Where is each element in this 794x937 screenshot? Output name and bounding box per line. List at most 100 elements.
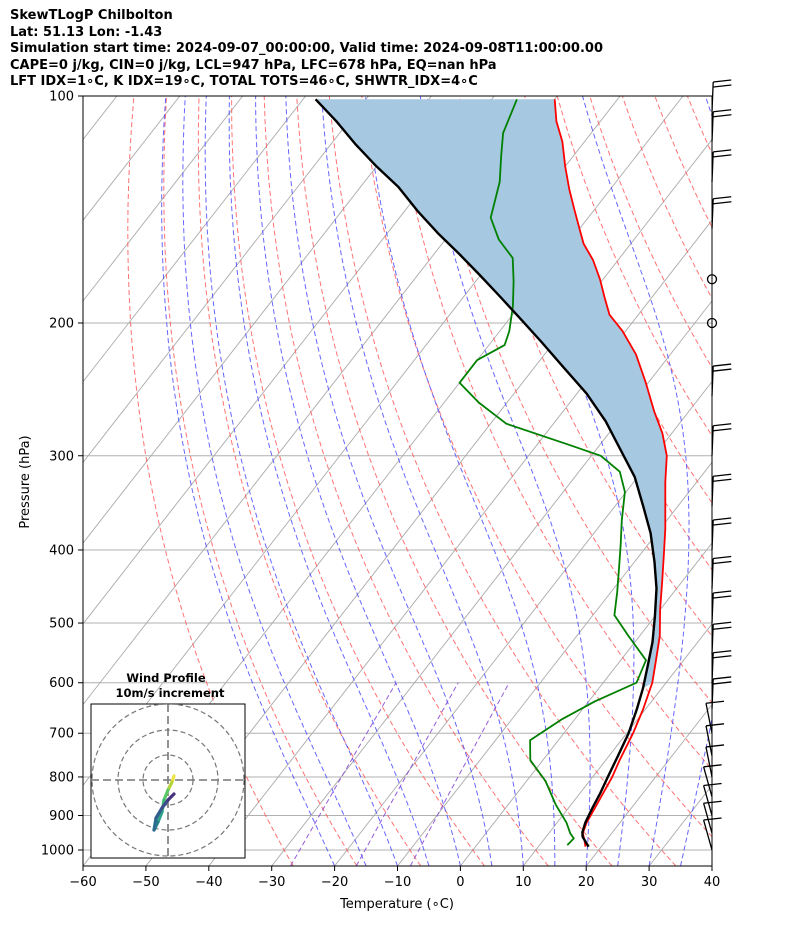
barb-staff — [711, 593, 714, 624]
dry-adiabat-line — [263, 96, 549, 866]
barb-staff — [705, 703, 713, 734]
barb-flag — [703, 782, 722, 787]
barb-flag — [713, 478, 732, 482]
barb-flag — [713, 196, 732, 200]
x-tick-label: 0 — [456, 875, 464, 890]
x-tick-label: −60 — [69, 875, 96, 890]
dry-adiabat-line — [127, 96, 294, 866]
index-line: LFT IDX=1∘C, K IDX=19∘C, TOTAL TOTS=46∘C… — [10, 74, 478, 89]
wind-barb — [702, 817, 722, 851]
wind-barb — [702, 764, 722, 797]
barb-staff — [711, 198, 714, 229]
barb-flag — [713, 560, 732, 565]
y-tick-label: 600 — [49, 676, 74, 691]
barb-flag — [713, 626, 732, 630]
barb-staff — [702, 766, 713, 797]
barb-flag — [713, 423, 732, 427]
barb-flag — [713, 114, 732, 118]
barb-flag — [703, 764, 722, 768]
mixing-ratio-line — [355, 682, 459, 866]
parcel-line — [314, 98, 658, 848]
calm-wind-circle — [706, 317, 718, 329]
x-tick-label: −50 — [132, 875, 159, 890]
dry-adiabat-line — [197, 96, 422, 866]
barb-staff — [711, 81, 714, 113]
barb-staff — [711, 476, 714, 507]
temperature-line — [553, 99, 668, 847]
x-tick-label: −20 — [321, 875, 348, 890]
hodograph-trace — [160, 798, 170, 810]
y-tick-label: 100 — [49, 90, 74, 105]
wind-barb — [711, 473, 732, 507]
wind-barb — [705, 744, 725, 778]
chart-title-block: SkewTLogP Chilbolton Lat: 51.13 Lon: -1.… — [10, 8, 603, 91]
isotherm-line — [83, 96, 306, 383]
barb-staff — [702, 803, 713, 834]
wind-barb — [711, 555, 732, 589]
wind-barb — [705, 700, 725, 734]
barb-staff — [711, 111, 714, 142]
barb-staff — [711, 366, 714, 397]
barb-flag — [713, 368, 732, 372]
barb-staff — [711, 151, 714, 182]
barb-staff — [705, 725, 713, 756]
hodograph-trace — [156, 810, 164, 824]
barb-flag — [713, 363, 732, 367]
y-tick-label: 200 — [49, 316, 74, 331]
barb-flag — [713, 428, 732, 432]
y-tick-label: 400 — [49, 543, 74, 558]
barb-flag — [713, 522, 732, 526]
wind-barb — [706, 274, 718, 285]
isotherm-line — [83, 96, 369, 464]
barb-flag — [713, 109, 732, 113]
barb-flag — [705, 700, 725, 704]
dry-adiabat-line — [426, 96, 712, 704]
dry-adiabat-line — [328, 96, 677, 866]
moist-adiabat-line — [161, 96, 336, 866]
wind-barb — [711, 79, 732, 113]
x-tick-label: −30 — [258, 875, 285, 890]
profile-lines — [314, 98, 668, 848]
barb-staff — [711, 678, 714, 709]
barb-flag — [713, 84, 732, 88]
isotherm-line — [585, 703, 712, 866]
y-tick-label: 1000 — [41, 844, 74, 859]
barb-flag — [705, 744, 725, 748]
hodograph-title: Wind Profile — [126, 671, 206, 685]
cape-shading — [315, 99, 667, 689]
wind-barb — [711, 363, 732, 397]
y-tick-label: 700 — [49, 727, 74, 742]
wind-barbs — [702, 79, 732, 851]
hodograph-ring — [91, 704, 245, 857]
barb-staff — [702, 785, 713, 816]
moist-adiabat-line — [228, 96, 430, 866]
barb-staff — [711, 425, 714, 456]
isotherm-line — [522, 623, 712, 866]
moist-adiabat-line — [255, 96, 461, 866]
wind-barb — [711, 423, 732, 456]
axes: −60 −50 −40 −30 −20 −10 0 10 20 30 40 100 200 300 400 5… — [41, 90, 720, 891]
dry-adiabat-line — [785, 96, 794, 866]
x-tick-label: 40 — [704, 875, 721, 890]
hodograph-trace — [166, 792, 176, 802]
barb-flag — [713, 154, 732, 158]
barb-staff — [705, 746, 713, 778]
dry-adiabat-line — [296, 96, 613, 866]
cape-line: CAPE=0 j/kg, CIN=0 j/kg, LCL=947 hPa, LF… — [10, 57, 497, 73]
wind-barb — [711, 676, 732, 709]
moist-adiabat-line — [182, 96, 367, 866]
barb-flag — [713, 676, 732, 680]
barb-flag — [713, 79, 732, 83]
moist-adiabat-line — [204, 96, 398, 866]
barb-flag — [713, 590, 732, 594]
barb-flag — [703, 800, 722, 804]
mixing-ratio-line — [409, 682, 510, 866]
y-axis-label: Pressure (hPa) — [18, 435, 33, 528]
moist-adiabat-line — [321, 96, 524, 866]
barb-flag — [713, 517, 732, 521]
barb-staff — [711, 624, 714, 655]
barb-flag — [713, 473, 732, 477]
x-tick-label: 20 — [578, 875, 595, 890]
